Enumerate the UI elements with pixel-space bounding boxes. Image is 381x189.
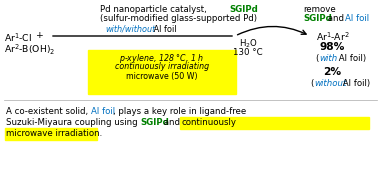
Text: remove: remove xyxy=(303,5,336,14)
Text: $\mathregular{H_2O}$: $\mathregular{H_2O}$ xyxy=(239,38,258,50)
FancyBboxPatch shape xyxy=(88,50,236,94)
Text: (sulfur-modified glass-supported Pd): (sulfur-modified glass-supported Pd) xyxy=(100,14,257,23)
Text: $\mathregular{Ar^2}$-B(OH)$_2$: $\mathregular{Ar^2}$-B(OH)$_2$ xyxy=(4,43,55,57)
Text: SGIPd: SGIPd xyxy=(303,14,332,23)
Text: SGIPd: SGIPd xyxy=(140,118,169,127)
Text: SGIPd: SGIPd xyxy=(229,5,258,14)
Text: microwave irradiation.: microwave irradiation. xyxy=(6,129,102,138)
Text: 130 °C: 130 °C xyxy=(233,48,263,57)
Text: continuously: continuously xyxy=(181,118,236,127)
Text: (: ( xyxy=(310,79,314,88)
Text: with/without: with/without xyxy=(105,25,155,34)
Text: Al foil: Al foil xyxy=(345,14,369,23)
Text: Al foil: Al foil xyxy=(91,107,115,116)
Text: 2%: 2% xyxy=(323,67,341,77)
Text: Pd nanoparticle catalyst,: Pd nanoparticle catalyst, xyxy=(100,5,210,14)
Text: and: and xyxy=(161,118,183,127)
Text: continuously irradiating: continuously irradiating xyxy=(115,62,209,71)
FancyBboxPatch shape xyxy=(180,117,369,129)
Text: A co-existent solid,: A co-existent solid, xyxy=(6,107,91,116)
Text: with: with xyxy=(319,54,337,63)
Text: Suzuki-Miyaura coupling using: Suzuki-Miyaura coupling using xyxy=(6,118,140,127)
Text: and: and xyxy=(325,14,347,23)
Text: $\mathregular{Ar^1}$-$\mathregular{Ar^2}$: $\mathregular{Ar^1}$-$\mathregular{Ar^2}… xyxy=(316,30,350,43)
Text: $\mathregular{Ar^1}$-Cl: $\mathregular{Ar^1}$-Cl xyxy=(4,31,32,44)
Text: (: ( xyxy=(315,54,319,63)
Text: +: + xyxy=(35,31,43,40)
Text: $p$-xylene, 128 °C, 1 h: $p$-xylene, 128 °C, 1 h xyxy=(120,52,205,65)
Text: Al foil): Al foil) xyxy=(340,79,370,88)
Text: 98%: 98% xyxy=(319,42,345,52)
Text: Al foil: Al foil xyxy=(151,25,176,34)
Text: microwave (50 W): microwave (50 W) xyxy=(126,72,198,81)
FancyBboxPatch shape xyxy=(5,128,97,140)
Text: Al foil): Al foil) xyxy=(336,54,366,63)
Text: , plays a key role in ligand-free: , plays a key role in ligand-free xyxy=(113,107,246,116)
Text: without: without xyxy=(314,79,346,88)
